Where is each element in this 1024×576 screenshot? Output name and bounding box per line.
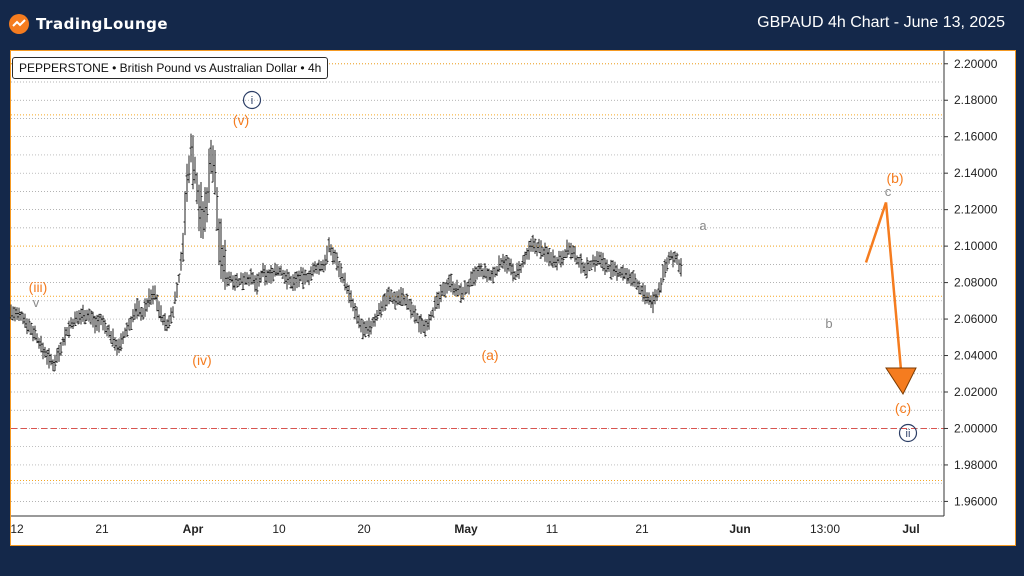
y-tick-label: 2.00000 bbox=[954, 421, 998, 435]
x-tick-label: 21 bbox=[95, 522, 109, 536]
chart-title: GBPAUD 4h Chart - June 13, 2025 bbox=[757, 14, 1005, 31]
y-tick-label: 2.08000 bbox=[954, 276, 998, 290]
horizontal-levels bbox=[11, 63, 944, 481]
x-tick-label: 10 bbox=[272, 522, 286, 536]
y-tick-label: 2.02000 bbox=[954, 385, 998, 399]
logo-icon bbox=[9, 14, 29, 34]
y-tick-label: 2.12000 bbox=[954, 203, 998, 217]
wave-label: c bbox=[885, 184, 892, 199]
x-axis: 12 21 Apr 10 20 May 11 21 Jun 13:00 Jul bbox=[10, 515, 944, 536]
y-tick-label: 1.98000 bbox=[954, 458, 998, 472]
x-tick-label: 20 bbox=[357, 522, 371, 536]
wave-label-circle bbox=[242, 90, 262, 110]
grid-layer bbox=[11, 63, 944, 502]
projection-line-b bbox=[864, 201, 888, 263]
projection-line-c bbox=[884, 202, 903, 371]
wave-label: (b) bbox=[886, 170, 903, 186]
y-tick-label: 2.06000 bbox=[954, 312, 998, 326]
wave-label: (iv) bbox=[192, 352, 211, 368]
logo-text: TradingLounge bbox=[36, 15, 169, 33]
wave-label: (a) bbox=[481, 347, 498, 363]
y-tick-label: 2.16000 bbox=[954, 130, 998, 144]
projection-arrowhead bbox=[885, 367, 917, 396]
wave-label: v bbox=[33, 295, 40, 310]
y-tick-label: 2.20000 bbox=[954, 57, 998, 71]
candles bbox=[9, 133, 683, 372]
chart-frame[interactable] bbox=[10, 50, 1016, 546]
y-tick-label: 2.18000 bbox=[954, 93, 998, 107]
header-bar: TradingLounge GBPAUD 4h Chart - June 13,… bbox=[0, 0, 1024, 50]
wave-label: (v) bbox=[233, 112, 249, 128]
wave-label-circle bbox=[898, 423, 918, 443]
logo: TradingLounge bbox=[8, 12, 168, 36]
y-tick-label: 2.04000 bbox=[954, 349, 998, 363]
x-tick-label: 21 bbox=[635, 522, 649, 536]
x-tick-label: 11 bbox=[546, 522, 559, 536]
x-tick-label: Jun bbox=[729, 522, 750, 536]
x-tick-label: May bbox=[454, 522, 478, 536]
wave-label: i bbox=[251, 95, 253, 107]
wave-labels: (iii)v (iv) (v)i (a) a b (b)c (c) ii bbox=[29, 90, 918, 443]
wave-label: ii bbox=[906, 428, 911, 440]
wave-label: a bbox=[699, 218, 707, 233]
wave-label: (iii) bbox=[29, 279, 48, 295]
x-tick-label: Apr bbox=[183, 522, 204, 536]
x-tick-label: Jul bbox=[902, 522, 919, 536]
x-tick-label: 13:00 bbox=[810, 522, 840, 536]
projection bbox=[864, 201, 917, 396]
x-tick-label: 12 bbox=[10, 522, 24, 536]
symbol-label: PEPPERSTONE • British Pound vs Australia… bbox=[12, 57, 329, 79]
y-tick-label: 2.10000 bbox=[954, 239, 998, 253]
y-tick-label: 1.96000 bbox=[954, 494, 998, 508]
y-axis: 2.20000 2.18000 2.16000 2.14000 2.12000 2.100… bbox=[943, 51, 998, 516]
wave-label: (c) bbox=[895, 400, 911, 416]
y-tick-label: 2.14000 bbox=[954, 166, 998, 180]
wave-label: b bbox=[825, 316, 832, 331]
